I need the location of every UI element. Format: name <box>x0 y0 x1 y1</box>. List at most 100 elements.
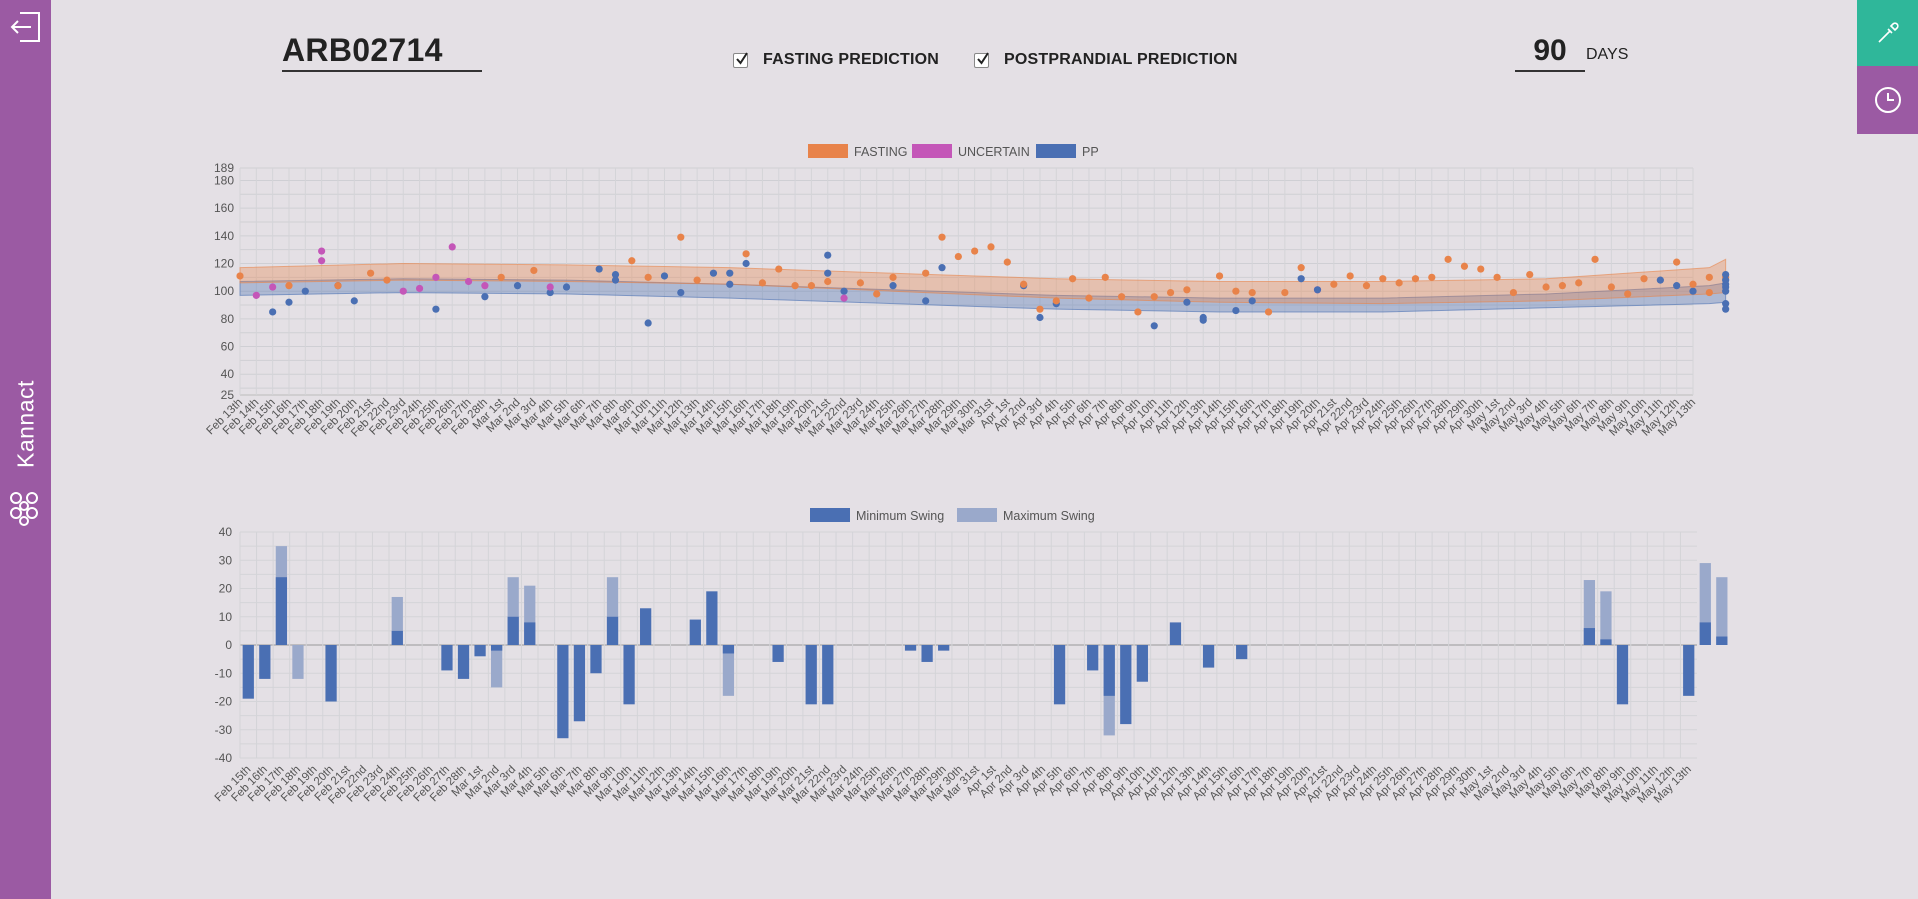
pp-point <box>660 272 669 280</box>
eyedropper-button[interactable] <box>1857 0 1918 66</box>
uncertain-point <box>318 257 326 265</box>
fasting-point <box>1183 286 1191 294</box>
fasting-point <box>1085 294 1093 302</box>
logout-icon <box>10 12 40 42</box>
min-swing-bar <box>623 645 635 705</box>
fasting-point <box>775 265 783 273</box>
legend-label: PP <box>1082 145 1099 159</box>
legend-swatch <box>957 508 997 522</box>
eyedropper-icon <box>1877 22 1899 43</box>
glucose-prediction-chart: FASTING UNCERTAIN PP 25 40 60 80 100 120 140 160 18… <box>205 144 1730 439</box>
fasting-point <box>791 282 799 290</box>
fasting-point <box>1362 282 1371 290</box>
postprandial-prediction-toggle[interactable]: POSTPRANDIAL PREDICTION <box>974 50 1238 70</box>
pp-point <box>677 288 685 297</box>
history-button[interactable] <box>1857 66 1918 134</box>
fasting-prediction-checkbox[interactable] <box>733 51 748 68</box>
pp-point <box>1183 298 1191 306</box>
min-swing-bar <box>1616 645 1629 705</box>
fasting-point <box>1640 275 1648 283</box>
kannact-logo-icon <box>10 492 38 526</box>
fasting-point <box>677 233 685 241</box>
fasting-point <box>1020 280 1028 288</box>
min-swing-bar <box>1103 645 1115 696</box>
days-input[interactable]: 90 <box>1515 30 1585 72</box>
fasting-point <box>644 273 652 281</box>
fasting-point <box>628 257 636 265</box>
min-swing-bar <box>805 645 817 705</box>
y-tick-label: 60 <box>221 340 235 354</box>
fasting-point <box>1542 283 1550 291</box>
fasting-point <box>1493 273 1501 281</box>
legend-label: FASTING <box>854 145 907 159</box>
y-tick-label: 30 <box>219 553 233 567</box>
postprandial-prediction-checkbox[interactable] <box>974 51 989 68</box>
brand: Kannact <box>6 380 46 530</box>
min-swing-bar <box>1202 645 1215 668</box>
pp-point <box>350 297 358 305</box>
min-swing-bar <box>524 622 536 645</box>
pp-point <box>1199 316 1207 324</box>
fasting-point <box>824 277 832 286</box>
fasting-point <box>987 243 995 251</box>
fasting-point <box>530 266 538 275</box>
legend-swatch <box>810 508 850 522</box>
y-tick-label: 189 <box>214 161 234 175</box>
postprandial-prediction-label: POSTPRANDIAL PREDICTION <box>1004 51 1238 68</box>
max-swing-bar <box>491 645 503 688</box>
min-swing-bar <box>1136 645 1148 682</box>
pp-point <box>1036 313 1044 322</box>
min-swing-bar <box>772 645 784 662</box>
fasting-point <box>1607 283 1615 291</box>
checkmark-icon <box>977 51 989 65</box>
pp-point <box>726 269 734 277</box>
pp-point <box>1722 276 1730 284</box>
legend-swatch <box>808 144 848 158</box>
fasting-point <box>1003 258 1011 266</box>
fasting-point <box>693 276 701 284</box>
fasting-point <box>922 269 930 277</box>
uncertain-point <box>399 287 407 295</box>
fasting-point <box>1101 273 1109 281</box>
logout-button[interactable] <box>8 10 42 44</box>
legend-swatch <box>1036 144 1076 158</box>
pp-point <box>432 305 440 313</box>
fasting-point <box>1052 297 1060 305</box>
fasting-point <box>1346 272 1354 280</box>
min-swing-bar <box>1716 636 1728 645</box>
y-tick-label: 40 <box>219 525 233 539</box>
pp-point <box>1232 306 1240 315</box>
min-swing-bar <box>706 591 718 645</box>
y-tick-label: -20 <box>215 695 233 709</box>
fasting-point <box>1297 264 1305 272</box>
min-swing-bar <box>904 645 917 651</box>
fasting-point <box>1134 308 1142 316</box>
sidebar: Kannact <box>0 0 51 899</box>
y-tick-label: 0 <box>225 638 232 652</box>
uncertain-point <box>840 294 848 302</box>
checkmark-icon <box>736 51 748 65</box>
min-swing-bar <box>1087 645 1099 671</box>
min-swing-bar <box>1583 628 1596 645</box>
min-swing-bar <box>242 645 254 699</box>
fasting-prediction-toggle[interactable]: FASTING PREDICTION <box>733 50 939 70</box>
pp-point <box>1313 286 1322 294</box>
uncertain-point <box>252 291 260 299</box>
pp-point <box>269 308 277 316</box>
days-unit-label: DAYS <box>1586 46 1629 63</box>
min-swing-bar <box>590 645 602 674</box>
pp-point <box>824 251 832 259</box>
pp-point <box>1722 305 1730 313</box>
min-swing-bar <box>325 645 337 702</box>
fasting-point <box>1379 275 1387 283</box>
y-tick-label: -10 <box>215 666 233 680</box>
patient-id-field[interactable]: ARB02714 <box>282 30 482 72</box>
pp-point <box>1722 300 1730 308</box>
min-swing-bar <box>722 645 735 654</box>
fasting-point <box>1526 270 1534 279</box>
pp-point <box>595 265 603 273</box>
min-swing-bar <box>491 645 503 651</box>
fasting-point <box>367 269 375 277</box>
fasting-point <box>1281 288 1289 297</box>
pp-point <box>481 293 489 301</box>
